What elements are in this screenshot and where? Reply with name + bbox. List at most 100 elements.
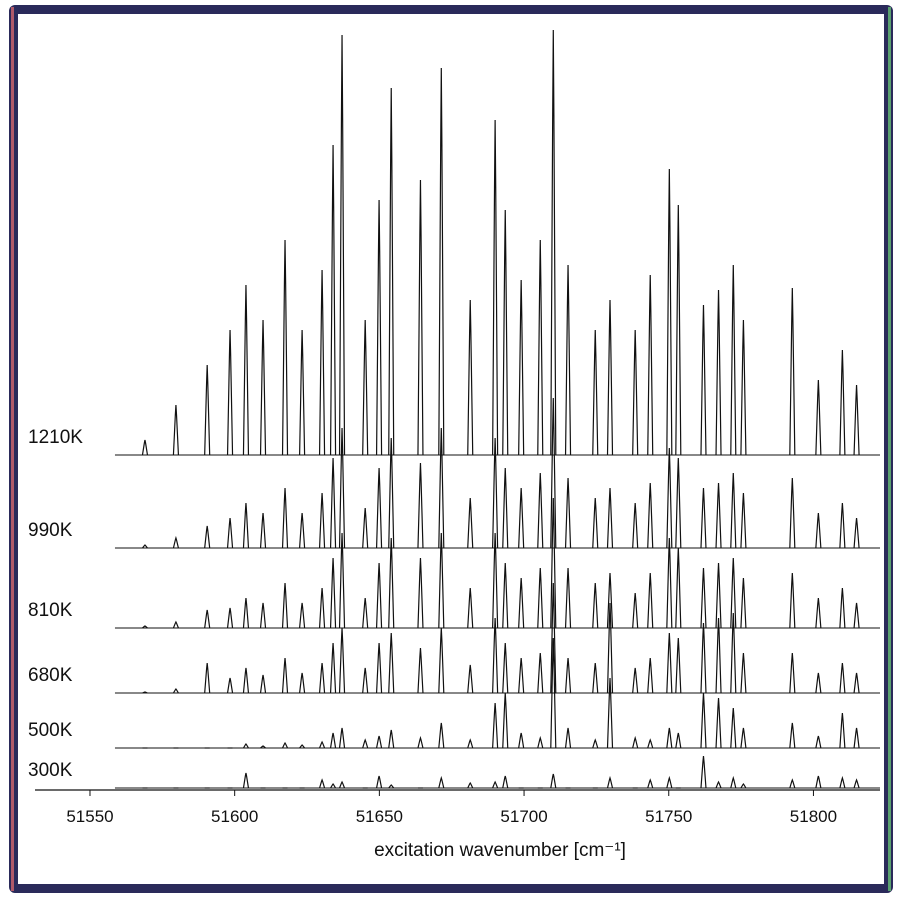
peak <box>417 647 424 694</box>
peak <box>226 677 234 694</box>
peak <box>362 597 369 629</box>
peak <box>492 437 499 549</box>
peak <box>675 457 682 549</box>
peak <box>564 727 572 749</box>
peak <box>281 239 289 456</box>
peak <box>815 379 822 456</box>
peak <box>242 597 250 629</box>
peak <box>417 462 424 549</box>
peak <box>675 732 682 749</box>
peak <box>259 602 267 629</box>
peak <box>417 557 424 629</box>
peak <box>815 735 822 749</box>
peak <box>467 587 474 629</box>
peak <box>647 738 654 749</box>
peak <box>318 492 326 549</box>
peak <box>853 384 860 456</box>
peak <box>853 727 860 749</box>
peak <box>740 727 747 749</box>
peak <box>564 567 572 629</box>
peak <box>730 472 737 549</box>
peak <box>606 487 614 549</box>
peak <box>675 204 682 456</box>
peak <box>226 517 234 549</box>
peak <box>492 532 499 629</box>
peak <box>492 119 499 456</box>
peak <box>467 738 474 749</box>
peak <box>632 592 639 629</box>
peak <box>647 274 654 456</box>
peak <box>789 287 796 456</box>
peak <box>502 467 509 549</box>
peak <box>740 492 747 549</box>
peak <box>242 667 250 694</box>
peak <box>388 87 395 456</box>
x-tick-label: 51550 <box>66 807 113 826</box>
x-tick-label: 51800 <box>790 807 837 826</box>
peak <box>438 775 445 789</box>
peak <box>329 557 337 629</box>
peak <box>318 778 326 789</box>
spectra: 51550 51600 51650 51700 51750 51800 1210K 990K 8… <box>28 29 880 826</box>
peak <box>281 582 289 629</box>
peak <box>839 349 846 456</box>
peak <box>715 697 722 749</box>
peak <box>299 602 306 629</box>
peak <box>299 672 306 694</box>
peak <box>438 722 445 749</box>
peak <box>329 457 337 549</box>
peak <box>666 537 673 629</box>
peak <box>142 691 148 694</box>
trace-label: 990K <box>28 520 73 541</box>
peak <box>204 662 211 694</box>
peak <box>853 778 860 789</box>
peak <box>815 512 822 549</box>
peak <box>550 637 557 749</box>
peak <box>375 199 383 456</box>
peak <box>647 778 654 789</box>
peak <box>730 264 737 456</box>
peak <box>502 692 509 749</box>
peak <box>318 662 326 694</box>
peak <box>299 744 306 749</box>
peak <box>318 269 326 456</box>
peak <box>715 482 722 549</box>
peak <box>438 532 445 629</box>
peak <box>839 587 846 629</box>
peak <box>388 537 395 629</box>
peak <box>338 34 346 456</box>
peak <box>730 612 737 694</box>
peak <box>281 657 289 694</box>
peak <box>518 657 525 694</box>
peak <box>666 727 673 749</box>
peak <box>329 144 337 456</box>
peak <box>537 239 544 456</box>
peak <box>226 607 234 629</box>
peak <box>204 525 211 549</box>
peak <box>564 264 572 456</box>
peak <box>789 778 796 789</box>
peak <box>550 497 557 629</box>
peak <box>815 672 822 694</box>
peak <box>492 780 499 789</box>
peak <box>675 637 682 694</box>
peak <box>537 567 544 629</box>
frame-edge <box>888 7 891 891</box>
peak <box>666 632 673 694</box>
peak <box>141 439 149 456</box>
peak <box>606 572 614 629</box>
trace-label: 1210K <box>28 427 83 448</box>
peak <box>204 364 211 456</box>
peak <box>789 722 796 749</box>
peak <box>362 667 369 694</box>
trace-label: 810K <box>28 600 73 621</box>
peak <box>281 741 289 749</box>
peak <box>715 780 722 789</box>
peak <box>592 582 599 629</box>
peak <box>606 299 614 456</box>
peak <box>789 477 796 549</box>
peak <box>839 502 846 549</box>
peak <box>260 745 266 749</box>
peak <box>388 632 395 694</box>
